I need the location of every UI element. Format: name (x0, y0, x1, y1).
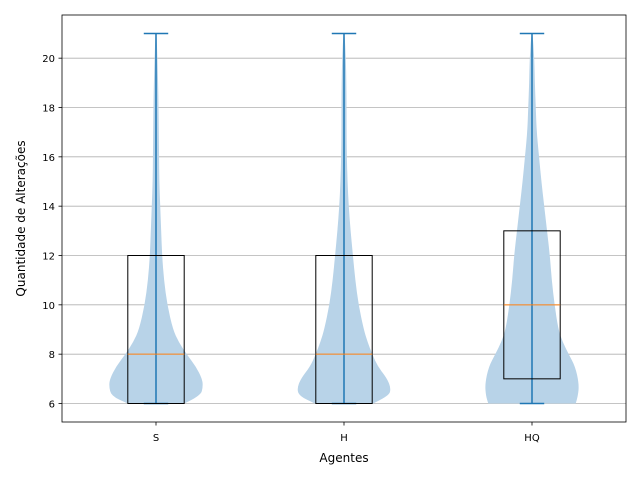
x-tick-label: S (153, 433, 159, 444)
y-tick-label: 16 (42, 153, 55, 164)
y-tick-label: 14 (42, 202, 55, 213)
x-axis-label: Agentes (319, 451, 368, 465)
y-axis-ticks: 6 8 10 12 14 16 18 20 (42, 54, 62, 411)
y-tick-label: 20 (42, 54, 55, 65)
y-axis-label: Quantidade de Alterações (14, 140, 28, 296)
box-H (315, 255, 373, 404)
y-tick-label: 12 (42, 252, 55, 263)
x-tick-label: H (340, 433, 348, 444)
y-tick-label: 18 (42, 104, 55, 115)
y-tick-label: 10 (42, 301, 55, 312)
x-tick-label: HQ (524, 433, 540, 444)
y-tick-label: 8 (49, 350, 55, 361)
violin-statistics (143, 32, 545, 405)
y-tick-label: 6 (49, 400, 55, 411)
box-S (127, 255, 185, 404)
box-plots (127, 230, 561, 404)
x-axis-ticks: S H HQ (153, 422, 540, 444)
